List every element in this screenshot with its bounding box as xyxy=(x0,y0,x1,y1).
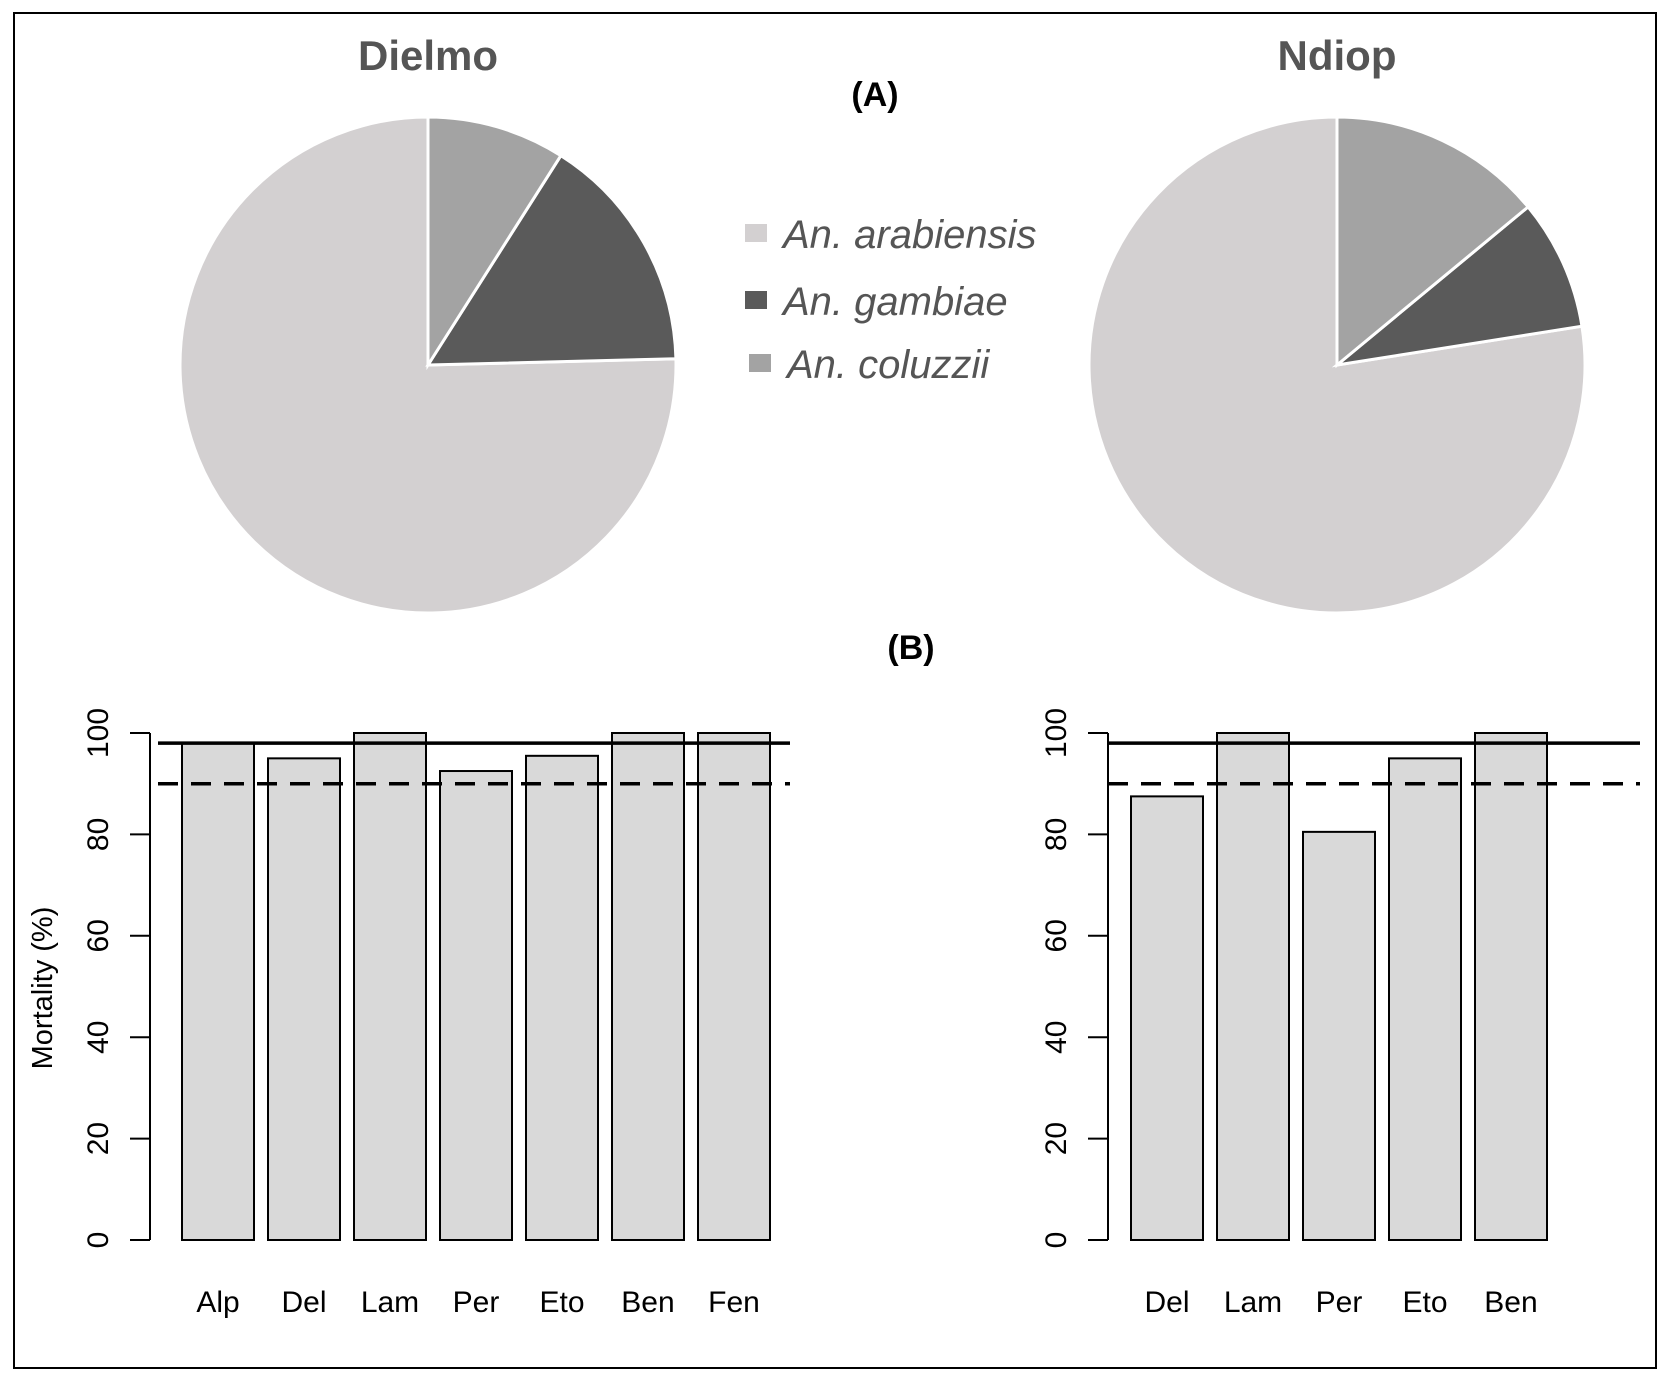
bar-del xyxy=(1130,795,1204,1241)
legend-label-coluzzii: An. coluzzii xyxy=(785,343,990,387)
bar-lam xyxy=(1216,732,1290,1241)
bar-del xyxy=(267,757,341,1241)
y-tick-label-0: 0 xyxy=(1040,1232,1073,1249)
y-tick-label-60: 60 xyxy=(1040,919,1073,952)
bar-ben xyxy=(1474,732,1548,1241)
bar-ben xyxy=(611,732,685,1241)
x-tick-label-lam: Lam xyxy=(1224,1286,1282,1319)
legend-swatch-coluzzii xyxy=(749,354,771,372)
y-tick-label-40: 40 xyxy=(1040,1021,1073,1054)
y-tick-label-100: 100 xyxy=(82,708,115,758)
pie-slice-an-gambiae xyxy=(425,153,678,367)
x-tick-label-fen: Fen xyxy=(708,1286,760,1319)
bar-fen xyxy=(697,732,771,1241)
y-tick-label-0: 0 xyxy=(82,1232,115,1249)
pie-chart-ndiop xyxy=(1087,115,1587,615)
x-tick-label-del: Del xyxy=(281,1286,326,1319)
y-tick-label-80: 80 xyxy=(1040,818,1073,851)
x-tick-label-eto: Eto xyxy=(539,1286,584,1319)
bar-alp xyxy=(181,742,255,1241)
x-tick-label-alp: Alp xyxy=(196,1286,239,1319)
y-axis-title: Mortality (%) xyxy=(27,907,59,1070)
x-tick-label-ben: Ben xyxy=(1484,1286,1537,1319)
y-tick-label-100: 100 xyxy=(1040,708,1073,758)
legend-label-arabiensis: An. arabiensis xyxy=(781,213,1036,257)
x-tick-label-ben: Ben xyxy=(621,1286,674,1319)
x-tick-label-per: Per xyxy=(453,1286,500,1319)
y-tick-label-80: 80 xyxy=(82,818,115,851)
x-tick-label-del: Del xyxy=(1144,1286,1189,1319)
legend-swatch-arabiensis xyxy=(745,224,767,242)
y-tick-label-20: 20 xyxy=(1040,1122,1073,1155)
species-legend: An. arabiensis An. gambiae An. coluzzii xyxy=(745,213,1036,387)
panel-label-b: (B) xyxy=(887,629,934,667)
pie-slice-an-coluzzii xyxy=(1335,115,1531,369)
panel-label-a: (A) xyxy=(851,76,898,114)
bar-chart-dielmo: 0 20 40 60 80 100 Alp Del Lam Per Eto Ben Fen xyxy=(82,708,790,1319)
pie-slice-an-gambiae xyxy=(1331,204,1584,368)
bar-eto xyxy=(525,754,599,1241)
bar-chart-ndiop: 0 20 40 60 80 100 Del Lam Per Eto Ben xyxy=(1040,708,1640,1319)
bar-eto xyxy=(1388,757,1462,1241)
pie-title-ndiop: Ndiop xyxy=(1278,32,1397,79)
x-tick-label-per: Per xyxy=(1316,1286,1363,1319)
bar-lam xyxy=(353,732,427,1241)
y-tick-label-40: 40 xyxy=(82,1021,115,1054)
bar-per xyxy=(1302,830,1376,1241)
bar-per xyxy=(439,770,513,1242)
x-tick-label-lam: Lam xyxy=(361,1286,419,1319)
pie-chart-dielmo xyxy=(178,115,678,615)
x-tick-label-eto: Eto xyxy=(1402,1286,1447,1319)
legend-swatch-gambiae xyxy=(745,291,767,309)
pie-title-dielmo: Dielmo xyxy=(358,32,498,79)
pie-slice-an-coluzzii xyxy=(426,115,563,371)
legend-label-gambiae: An. gambiae xyxy=(781,280,1008,324)
y-tick-label-60: 60 xyxy=(82,919,115,952)
y-tick-label-20: 20 xyxy=(82,1122,115,1155)
